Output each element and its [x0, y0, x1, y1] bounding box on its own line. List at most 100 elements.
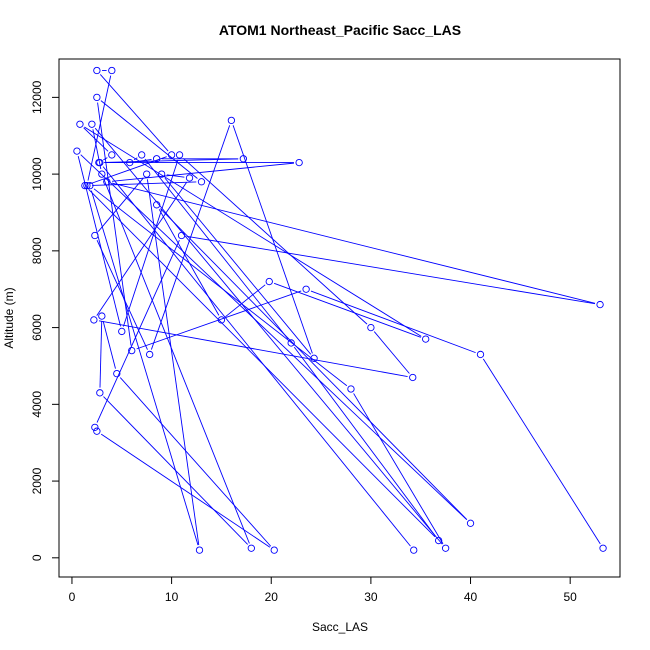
series-segment [146, 179, 200, 546]
y-axis: 0 2000 4000 6000 8000 10000 12000 [30, 80, 59, 561]
series-segment [102, 321, 116, 369]
data-point [98, 170, 106, 178]
series-segment [96, 182, 188, 316]
series-segment [87, 75, 112, 181]
y-axis-label: Altitude (m) [2, 287, 16, 348]
series-segment [111, 162, 295, 182]
data-point [265, 277, 273, 286]
data-point [347, 385, 355, 393]
data-point [93, 93, 101, 102]
data-point [73, 147, 81, 155]
data-point [143, 170, 151, 178]
data-point [367, 323, 375, 332]
data-point [177, 231, 186, 240]
data-point [596, 300, 604, 309]
series-segment [183, 158, 368, 325]
data-point [108, 151, 116, 159]
series-segment [94, 127, 443, 545]
series-segment [119, 377, 272, 547]
data-point [88, 120, 96, 128]
data-point [466, 519, 475, 527]
data-point [81, 181, 89, 190]
x-axis-label: Sacc_LAS [312, 620, 368, 634]
series-segment [96, 240, 148, 350]
series-segment [373, 331, 410, 374]
series-segment [225, 284, 266, 318]
series-segment [92, 129, 102, 170]
series-segment [103, 178, 250, 544]
series-segment [103, 396, 249, 545]
series-segment [83, 127, 109, 152]
data-point [410, 546, 418, 554]
series-segment [186, 235, 596, 305]
data-point [217, 316, 226, 324]
series-segment [92, 181, 197, 186]
data-point [195, 546, 204, 554]
plot-area [73, 66, 607, 554]
y-tick-label: 4000 [30, 391, 44, 418]
series-segment [103, 157, 108, 161]
data-point [434, 536, 443, 545]
data-point [422, 335, 430, 343]
series-segment [102, 166, 411, 547]
series-segment [96, 240, 180, 423]
data-point [287, 339, 295, 347]
data-point [83, 181, 91, 190]
data-point [599, 544, 607, 552]
series-segment [122, 159, 179, 327]
data-point [310, 354, 318, 362]
data-point [126, 158, 134, 167]
series-segment [164, 177, 312, 355]
series-segment [232, 125, 313, 354]
data-point [93, 427, 101, 435]
series-segment [80, 154, 468, 521]
data-point [138, 151, 146, 159]
data-point [113, 369, 121, 378]
x-tick-label: 40 [464, 590, 478, 604]
data-point [90, 316, 98, 324]
series-segment [77, 156, 121, 327]
y-tick-label: 8000 [30, 237, 44, 264]
series-segment [99, 321, 103, 388]
data-point [153, 201, 161, 209]
series-segment [84, 126, 422, 337]
series-segment [310, 290, 476, 354]
data-point [96, 158, 104, 167]
plot-frame [58, 58, 621, 578]
data-point [86, 181, 94, 190]
y-tick-label: 0 [30, 554, 44, 561]
series-segment [353, 393, 444, 544]
data-point [185, 174, 194, 182]
y-tick-label: 6000 [30, 314, 44, 341]
data-point [108, 66, 116, 75]
y-tick-label: 12000 [30, 80, 44, 114]
y-tick-label: 2000 [30, 467, 44, 494]
data-point [197, 178, 206, 186]
series-segment [93, 188, 348, 387]
data-point [295, 158, 303, 167]
data-point [153, 155, 161, 163]
series-segment [90, 190, 199, 546]
data-point [441, 544, 450, 552]
series-segment [159, 208, 468, 520]
data-point [227, 116, 236, 125]
data-point [167, 151, 176, 159]
series-segment [98, 320, 408, 377]
data-point [76, 120, 84, 128]
data-point [146, 350, 154, 359]
data-point [409, 373, 417, 382]
data-point [118, 327, 126, 336]
data-point [98, 312, 106, 320]
x-axis: 0 10 20 30 40 50 [69, 577, 577, 604]
series-segment [100, 100, 198, 179]
data-point [103, 178, 111, 186]
series-segment [97, 177, 144, 232]
data-point [239, 155, 247, 163]
x-tick-label: 50 [563, 590, 577, 604]
chart-title: ATOM1 Northeast_Pacific Sacc_LAS [219, 22, 461, 38]
data-point [91, 231, 99, 240]
series-segment [111, 182, 596, 304]
series-segment [482, 358, 601, 545]
